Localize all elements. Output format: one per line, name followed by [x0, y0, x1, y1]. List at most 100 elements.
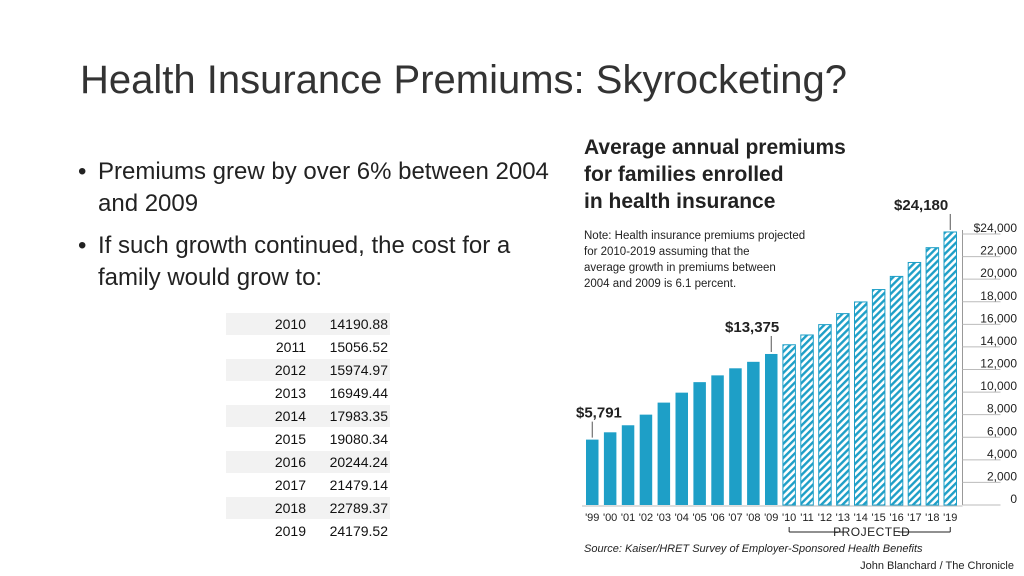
projected-bar	[943, 231, 957, 506]
chart-note-line: 2004 and 2009 is 6.1 percent.	[584, 278, 736, 290]
chart-title-line: for families enrolled	[584, 163, 784, 186]
chart-credit: John Blanchard / The Chronicle	[860, 560, 1014, 572]
chart-source: Source: Kaiser/HRET Survey of Employer-S…	[584, 543, 923, 555]
value-cell: 22789.37	[310, 496, 390, 520]
year-cell: 2018	[226, 496, 310, 520]
value-cell: 20244.24	[310, 450, 390, 474]
x-tick-label: '03	[657, 512, 671, 524]
chart-title-line: Average annual premiums	[584, 136, 846, 159]
y-tick-label: 2,000	[987, 469, 1017, 483]
projected-bar	[854, 301, 868, 506]
value-cell: 15974.97	[310, 358, 390, 382]
table-row: 2013 16949.44	[226, 381, 390, 405]
year-cell: 2017	[226, 473, 310, 497]
projected-bar	[907, 261, 922, 506]
projected-bar	[818, 324, 832, 506]
chart-note: Note: Health insurance premiums projecte…	[584, 230, 805, 290]
chart-title: Average annual premiums for families enr…	[584, 136, 846, 213]
value-annotation: $13,375	[725, 319, 779, 336]
chart-note-line: for 2010-2019 assuming that the	[584, 246, 750, 258]
projected-bar	[889, 275, 904, 506]
year-cell: 2015	[226, 427, 310, 451]
slide-title: Health Insurance Premiums: Skyrocketing?	[80, 58, 847, 102]
x-tick-label: '10	[782, 512, 796, 524]
y-tick-label: 4,000	[987, 447, 1017, 461]
x-tick-label: '15	[871, 512, 885, 524]
y-tick-label: $24,000	[974, 221, 1018, 235]
x-tick-label: '14	[854, 512, 868, 524]
projected-bar	[800, 334, 814, 506]
x-tick-label: '17	[907, 512, 921, 524]
actual-bar	[621, 425, 635, 505]
value-cell: 19080.34	[310, 427, 390, 451]
x-tick-label: '13	[836, 512, 850, 524]
x-tick-label: '99	[585, 512, 599, 524]
table-row: 2012 15974.97	[226, 358, 390, 382]
value-cell: 17983.35	[310, 404, 390, 428]
projected-bar	[871, 289, 886, 506]
projected-bar	[836, 313, 850, 506]
plot-area: 0 2,000 4,000 6,000 8,000 10,000 12,000 14,000 1…	[576, 197, 1017, 539]
projected-bar	[782, 344, 796, 506]
bullet-list: Premiums grew by over 6% between 2004 an…	[76, 156, 576, 304]
x-tick-label: '00	[603, 512, 617, 524]
value-annotation: $24,180	[894, 197, 948, 214]
value-cell: 24179.52	[310, 519, 390, 543]
actual-bar	[586, 439, 599, 505]
y-tick-label: 20,000	[980, 266, 1017, 280]
projected-label: PROJECTED	[833, 525, 910, 539]
value-cell: 15056.52	[310, 335, 390, 359]
y-tick-label: 10,000	[980, 379, 1017, 393]
year-cell: 2010	[226, 313, 310, 336]
x-tick-label: '19	[943, 512, 957, 524]
x-tick-label: '18	[925, 512, 939, 524]
table-row: 2014 17983.35	[226, 404, 390, 428]
x-tick-label: '05	[692, 512, 706, 524]
table-row: 2011 15056.52	[226, 335, 390, 359]
actual-bar	[711, 375, 724, 505]
actual-bar	[657, 402, 671, 505]
bullet-item: If such growth continued, the cost for a…	[76, 230, 576, 294]
value-cell: 14190.88	[310, 313, 390, 336]
y-tick-label: 0	[1010, 492, 1017, 506]
actual-bar	[675, 392, 688, 505]
year-cell: 2014	[226, 404, 310, 428]
y-tick-label: 18,000	[980, 289, 1017, 303]
x-tick-label: '02	[639, 512, 653, 524]
x-tick-label: '04	[675, 512, 689, 524]
x-tick-label: '06	[710, 512, 724, 524]
table-row: 2010 14190.88	[226, 313, 390, 336]
x-tick-label: '12	[818, 512, 832, 524]
actual-bar	[729, 368, 742, 505]
actual-bar	[639, 414, 653, 505]
actual-bar	[603, 432, 617, 505]
chart-note-line: Note: Health insurance premiums projecte…	[584, 230, 805, 242]
bullet-item: Premiums grew by over 6% between 2004 an…	[76, 156, 576, 220]
x-tick-label: '16	[889, 512, 903, 524]
table-row: 2017 21479.14	[226, 473, 390, 497]
y-tick-label: 22,000	[980, 244, 1017, 258]
actual-bar	[765, 353, 778, 505]
value-cell: 16949.44	[310, 381, 390, 405]
y-tick-label: 14,000	[980, 334, 1017, 348]
table-row: 2019 24179.52	[226, 519, 390, 543]
x-tick-label: '09	[764, 512, 778, 524]
value-cell: 21479.14	[310, 473, 390, 497]
premiums-bar-chart: Average annual premiums for families enr…	[576, 136, 1017, 572]
year-cell: 2013	[226, 381, 310, 405]
y-tick-label: 12,000	[980, 357, 1017, 371]
table-row: 2018 22789.37	[226, 496, 390, 520]
year-cell: 2011	[226, 335, 310, 359]
x-tick-label: '07	[728, 512, 742, 524]
x-tick-label: '01	[621, 512, 635, 524]
projected-bar	[925, 247, 940, 506]
y-tick-label: 8,000	[987, 402, 1017, 416]
x-tick-label: '08	[746, 512, 760, 524]
y-tick-label: 16,000	[980, 311, 1017, 325]
table-row: 2015 19080.34	[226, 427, 390, 451]
actual-bar	[747, 361, 760, 505]
x-tick-label: '11	[800, 512, 814, 524]
actual-bar	[693, 382, 706, 505]
year-cell: 2016	[226, 450, 310, 474]
year-cell: 2012	[226, 358, 310, 382]
